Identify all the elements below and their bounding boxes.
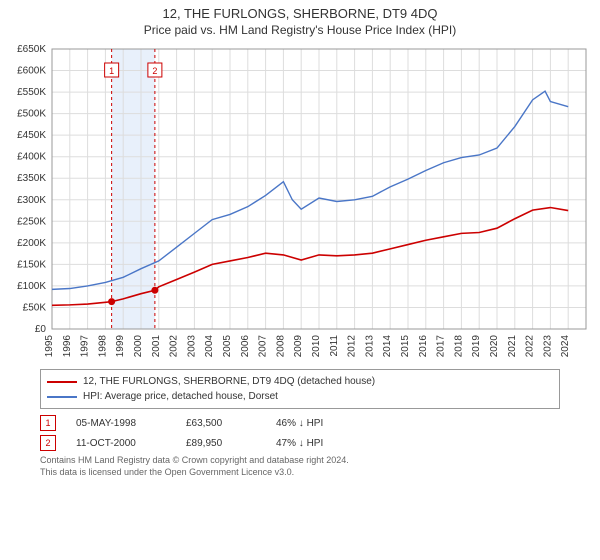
svg-text:£200K: £200K	[17, 238, 46, 249]
svg-text:£300K: £300K	[17, 195, 46, 206]
svg-text:2012: 2012	[347, 335, 358, 358]
svg-text:1999: 1999	[115, 335, 126, 358]
svg-text:1996: 1996	[62, 335, 73, 358]
svg-text:2008: 2008	[275, 335, 286, 358]
legend-item-property: 12, THE FURLONGS, SHERBORNE, DT9 4DQ (de…	[47, 374, 553, 389]
svg-text:£650K: £650K	[17, 45, 46, 55]
title-line-1: 12, THE FURLONGS, SHERBORNE, DT9 4DQ	[0, 6, 600, 21]
svg-text:1997: 1997	[80, 335, 91, 358]
svg-text:2016: 2016	[418, 335, 429, 358]
event-price-2: £89,950	[186, 438, 256, 449]
event-hpi-2: 47% ↓ HPI	[276, 438, 356, 449]
legend-label-property: 12, THE FURLONGS, SHERBORNE, DT9 4DQ (de…	[83, 374, 375, 389]
sale-events-block: 1 05-MAY-1998 £63,500 46% ↓ HPI 2 11-OCT…	[40, 415, 560, 451]
event-date-1: 05-MAY-1998	[76, 418, 166, 429]
svg-text:2000: 2000	[133, 335, 144, 358]
chart-container: £0 £50K £100K £150K £200K £250K £300K £350K £400…	[8, 45, 592, 363]
svg-text:2023: 2023	[542, 335, 553, 358]
svg-text:£100K: £100K	[17, 281, 46, 292]
chart-title-block: 12, THE FURLONGS, SHERBORNE, DT9 4DQ Pri…	[0, 0, 600, 39]
legend-label-hpi: HPI: Average price, detached house, Dors…	[83, 389, 278, 404]
svg-text:1: 1	[109, 66, 114, 76]
event-marker-1: 1	[40, 415, 56, 431]
svg-text:£350K: £350K	[17, 173, 46, 184]
svg-text:£150K: £150K	[17, 259, 46, 270]
svg-text:2002: 2002	[169, 335, 180, 358]
legend-swatch-hpi	[47, 396, 77, 398]
svg-text:£400K: £400K	[17, 152, 46, 163]
svg-text:£50K: £50K	[23, 302, 47, 313]
svg-text:1998: 1998	[97, 335, 108, 358]
svg-text:2003: 2003	[186, 335, 197, 358]
svg-text:1995: 1995	[44, 335, 55, 358]
svg-text:£600K: £600K	[17, 66, 46, 77]
event-price-1: £63,500	[186, 418, 256, 429]
svg-text:2013: 2013	[364, 335, 375, 358]
event-date-2: 11-OCT-2000	[76, 438, 166, 449]
svg-text:2017: 2017	[436, 335, 447, 358]
footer-line-2: This data is licensed under the Open Gov…	[40, 467, 560, 479]
svg-text:2019: 2019	[471, 335, 482, 358]
event-hpi-1: 46% ↓ HPI	[276, 418, 356, 429]
svg-text:£500K: £500K	[17, 109, 46, 120]
svg-text:2010: 2010	[311, 335, 322, 358]
legend-box: 12, THE FURLONGS, SHERBORNE, DT9 4DQ (de…	[40, 369, 560, 409]
svg-text:2006: 2006	[240, 335, 251, 358]
price-vs-hpi-chart: £0 £50K £100K £150K £200K £250K £300K £350K £400…	[8, 45, 592, 363]
footer-attribution: Contains HM Land Registry data © Crown c…	[40, 455, 560, 478]
svg-text:2004: 2004	[204, 335, 215, 358]
svg-text:2005: 2005	[222, 335, 233, 358]
legend-swatch-property	[47, 381, 77, 383]
svg-text:2: 2	[152, 66, 157, 76]
footer-line-1: Contains HM Land Registry data © Crown c…	[40, 455, 560, 467]
svg-text:£450K: £450K	[17, 130, 46, 141]
svg-text:£250K: £250K	[17, 216, 46, 227]
legend-item-hpi: HPI: Average price, detached house, Dors…	[47, 389, 553, 404]
svg-text:£550K: £550K	[17, 87, 46, 98]
svg-text:2011: 2011	[329, 335, 340, 357]
svg-text:2001: 2001	[151, 335, 162, 358]
sale-event-row: 2 11-OCT-2000 £89,950 47% ↓ HPI	[40, 435, 560, 451]
sale-event-row: 1 05-MAY-1998 £63,500 46% ↓ HPI	[40, 415, 560, 431]
svg-text:£0: £0	[35, 324, 47, 335]
svg-text:2024: 2024	[560, 335, 571, 358]
svg-text:2021: 2021	[507, 335, 518, 358]
title-line-2: Price paid vs. HM Land Registry's House …	[0, 23, 600, 37]
svg-text:2022: 2022	[525, 335, 536, 358]
svg-text:2018: 2018	[453, 335, 464, 358]
svg-text:2020: 2020	[489, 335, 500, 358]
svg-text:2009: 2009	[293, 335, 304, 358]
svg-text:2007: 2007	[258, 335, 269, 358]
event-marker-2: 2	[40, 435, 56, 451]
svg-text:2015: 2015	[400, 335, 411, 358]
svg-text:2014: 2014	[382, 335, 393, 358]
